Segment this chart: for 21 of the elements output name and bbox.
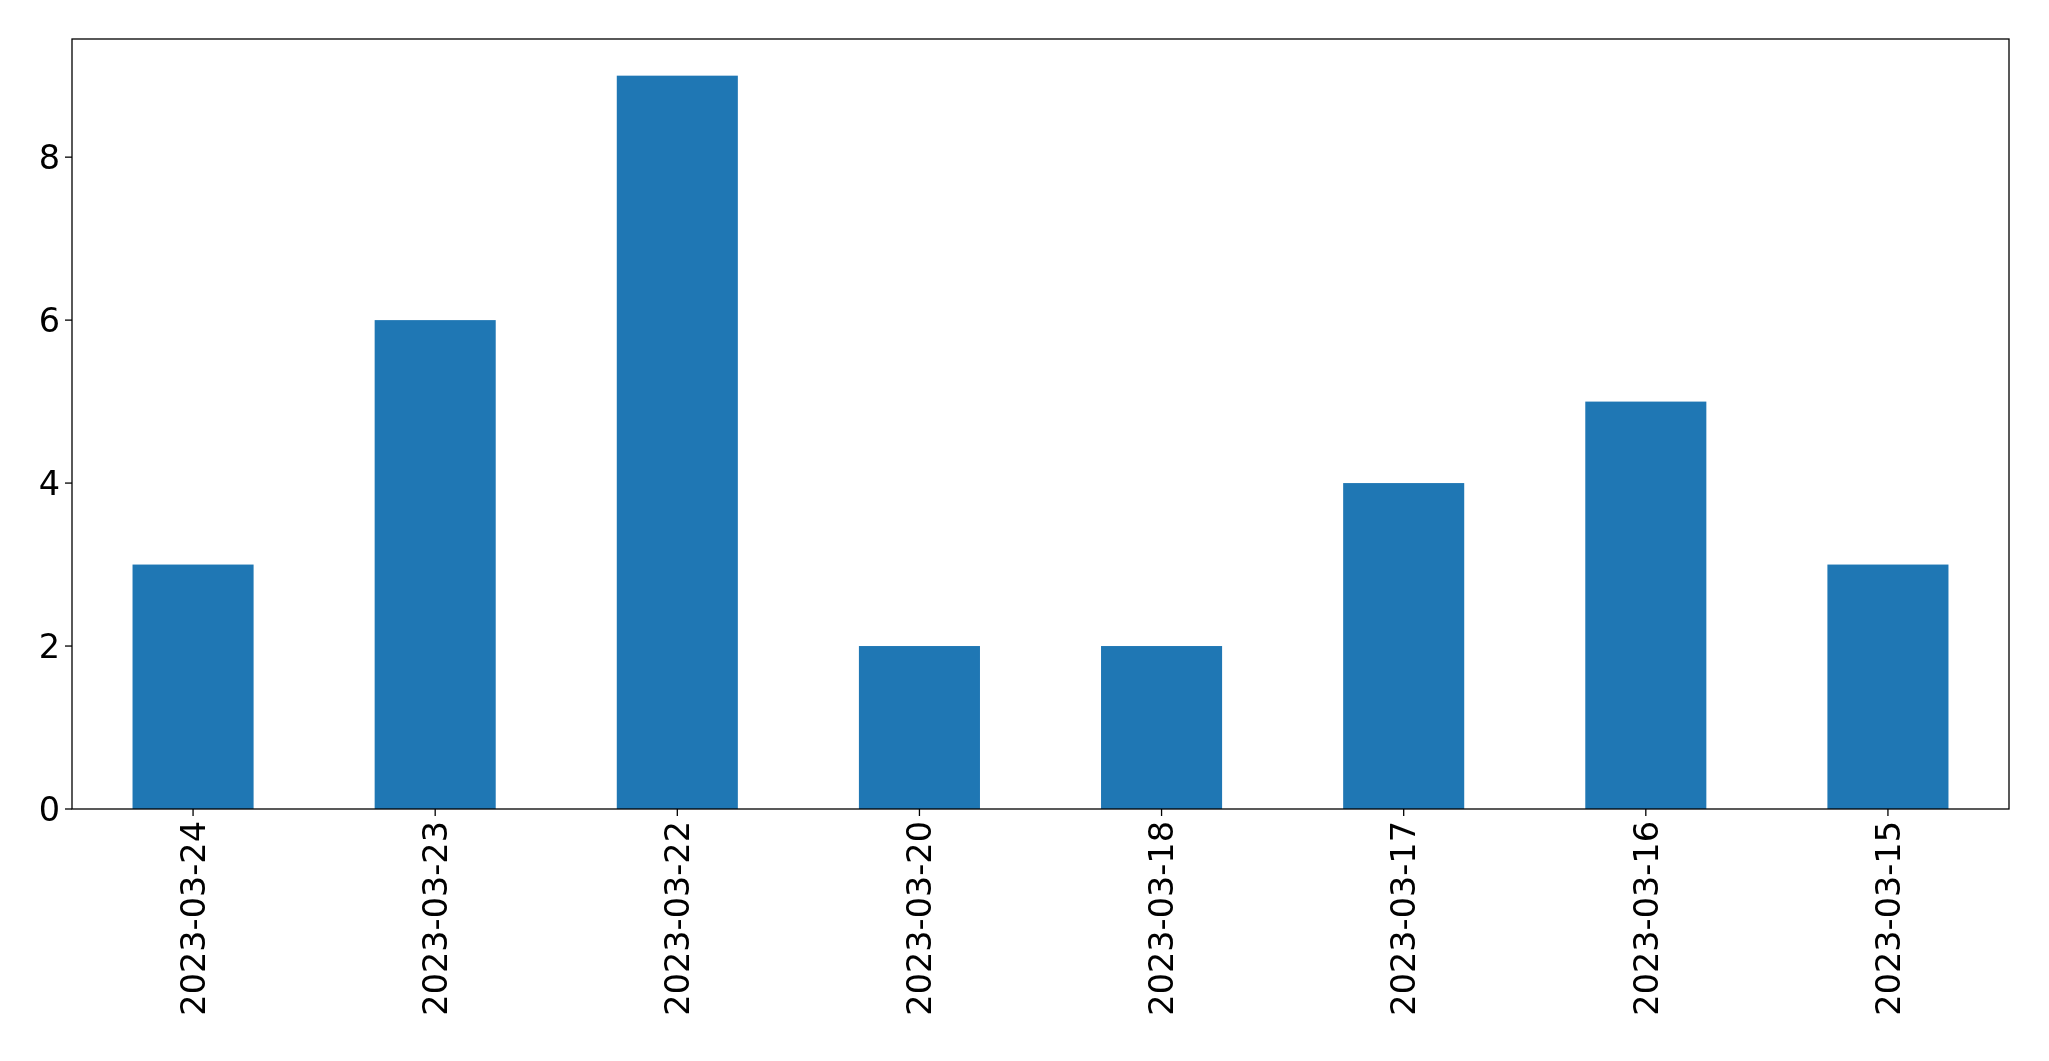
- x-tick-label: 2023-03-23: [415, 821, 455, 1016]
- bar: [374, 320, 496, 809]
- x-tick-label: 2023-03-15: [1868, 821, 1908, 1016]
- bar: [132, 564, 254, 809]
- x-tick-label: 2023-03-22: [658, 821, 698, 1016]
- bar: [1585, 401, 1707, 809]
- x-tick-label: 2023-03-24: [173, 821, 213, 1016]
- bar: [1827, 564, 1949, 809]
- x-tick-label: 2023-03-18: [1142, 821, 1182, 1016]
- bar: [858, 646, 980, 809]
- bar: [1343, 483, 1465, 809]
- bar: [616, 75, 738, 809]
- y-tick-label: 4: [38, 463, 60, 503]
- bar: [1101, 646, 1223, 809]
- x-tick-label: 2023-03-17: [1384, 821, 1424, 1016]
- x-tick-label: 2023-03-20: [900, 821, 940, 1016]
- y-tick-label: 0: [38, 789, 60, 829]
- y-tick-label: 8: [38, 137, 60, 177]
- y-tick-label: 2: [38, 626, 60, 666]
- y-tick-label: 6: [38, 300, 60, 340]
- x-tick-label: 2023-03-16: [1626, 821, 1666, 1016]
